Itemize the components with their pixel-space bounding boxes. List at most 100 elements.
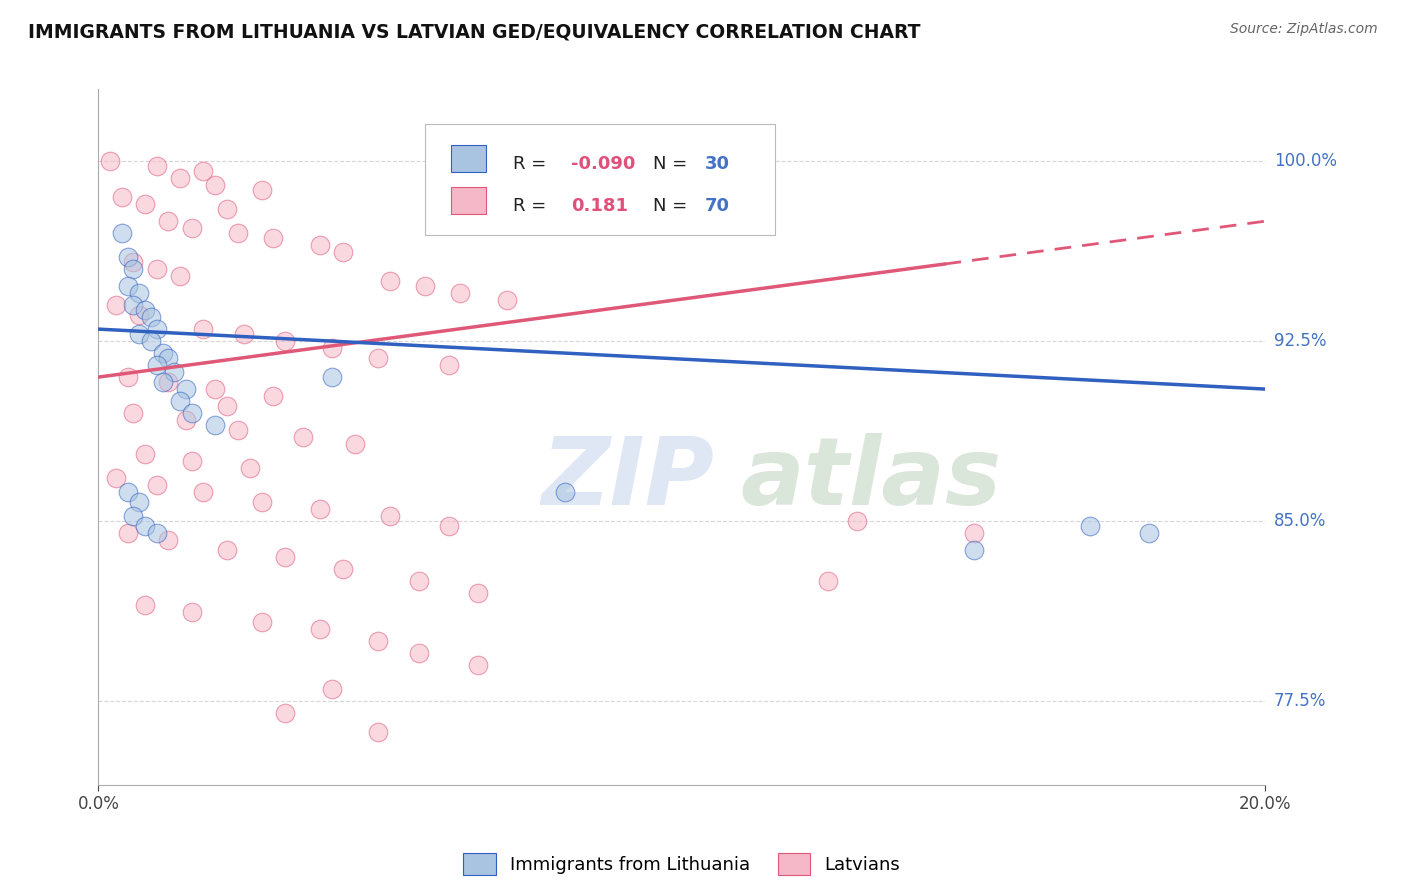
Text: ZIP: ZIP: [541, 433, 714, 524]
Text: 77.5%: 77.5%: [1274, 692, 1326, 710]
Point: [117, 279, 139, 293]
Point: [122, 406, 145, 420]
Text: 92.5%: 92.5%: [1274, 332, 1326, 351]
Point: [239, 461, 262, 475]
Point: [437, 358, 460, 372]
Point: [169, 269, 191, 284]
Point: [380, 274, 402, 288]
Point: [215, 542, 238, 557]
Point: [134, 197, 156, 211]
Point: [496, 293, 519, 308]
Point: [157, 351, 180, 365]
Point: [309, 238, 332, 252]
Point: [146, 262, 169, 277]
Text: N =: N =: [652, 154, 693, 173]
Point: [122, 262, 145, 277]
Point: [122, 509, 145, 524]
Point: [291, 430, 314, 444]
Point: [174, 413, 197, 427]
Point: [98, 154, 121, 169]
Point: [321, 341, 343, 355]
FancyBboxPatch shape: [451, 187, 486, 214]
Point: [274, 334, 297, 348]
Text: R =: R =: [513, 197, 551, 215]
Point: [117, 370, 139, 384]
Point: [104, 471, 127, 485]
Point: [180, 605, 202, 619]
Point: [169, 171, 191, 186]
Text: 100.0%: 100.0%: [1274, 153, 1337, 170]
Point: [274, 706, 297, 720]
Point: [332, 245, 354, 260]
Point: [180, 221, 202, 235]
Point: [128, 326, 150, 341]
Point: [180, 454, 202, 468]
Point: [204, 178, 226, 193]
Point: [193, 163, 215, 178]
Point: [413, 279, 436, 293]
Point: [1137, 526, 1160, 541]
Point: [250, 495, 273, 509]
Point: [1080, 519, 1102, 533]
Point: [152, 346, 174, 360]
Point: [104, 298, 127, 312]
Text: IMMIGRANTS FROM LITHUANIA VS LATVIAN GED/EQUIVALENCY CORRELATION CHART: IMMIGRANTS FROM LITHUANIA VS LATVIAN GED…: [28, 22, 921, 41]
Point: [134, 447, 156, 461]
Text: -0.090: -0.090: [571, 154, 636, 173]
Point: [128, 308, 150, 322]
Point: [111, 226, 134, 240]
Point: [408, 646, 430, 660]
Point: [128, 495, 150, 509]
Point: [163, 365, 186, 379]
Legend: Immigrants from Lithuania, Latvians: Immigrants from Lithuania, Latvians: [457, 847, 907, 883]
Point: [180, 406, 202, 420]
Point: [146, 358, 169, 372]
Point: [134, 302, 156, 317]
Point: [233, 326, 256, 341]
Point: [117, 485, 139, 500]
Point: [139, 310, 162, 325]
Point: [174, 382, 197, 396]
Point: [321, 370, 343, 384]
Text: 30: 30: [706, 154, 730, 173]
Point: [309, 502, 332, 516]
Point: [215, 202, 238, 216]
Text: Source: ZipAtlas.com: Source: ZipAtlas.com: [1230, 22, 1378, 37]
Point: [962, 542, 984, 557]
Point: [554, 485, 576, 500]
Point: [157, 533, 180, 548]
Point: [262, 389, 284, 403]
Point: [139, 334, 162, 348]
Point: [228, 226, 250, 240]
Point: [467, 586, 489, 600]
Point: [274, 549, 297, 564]
Point: [204, 382, 226, 396]
Point: [111, 190, 134, 204]
Point: [117, 526, 139, 541]
Point: [146, 526, 169, 541]
Point: [367, 634, 389, 648]
Point: [193, 322, 215, 336]
Point: [309, 622, 332, 636]
FancyBboxPatch shape: [451, 145, 486, 172]
Text: N =: N =: [652, 197, 693, 215]
Point: [134, 598, 156, 612]
Point: [408, 574, 430, 588]
Text: 0.181: 0.181: [571, 197, 628, 215]
Point: [228, 423, 250, 437]
FancyBboxPatch shape: [425, 124, 775, 235]
Point: [204, 418, 226, 433]
Point: [146, 322, 169, 336]
Text: atlas: atlas: [741, 433, 1001, 524]
Point: [193, 485, 215, 500]
Text: 70: 70: [706, 197, 730, 215]
Point: [367, 351, 389, 365]
Point: [449, 286, 471, 301]
Point: [262, 231, 284, 245]
Point: [128, 286, 150, 301]
Point: [157, 375, 180, 389]
Point: [157, 214, 180, 228]
Point: [250, 615, 273, 629]
Point: [146, 478, 169, 492]
Point: [846, 514, 869, 528]
